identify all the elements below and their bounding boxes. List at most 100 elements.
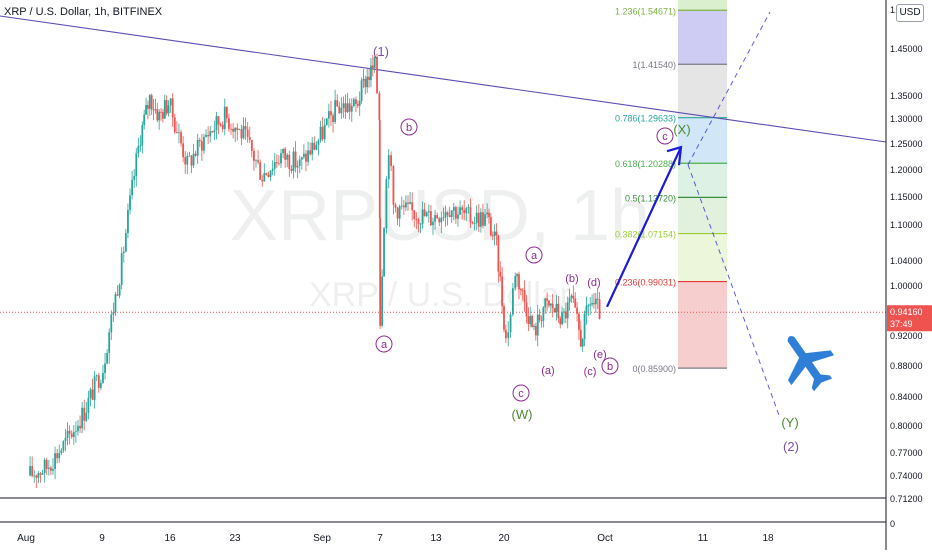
candle	[52, 457, 54, 475]
candle-body	[411, 202, 414, 211]
plot-area[interactable]	[0, 0, 886, 522]
candle	[62, 440, 65, 453]
wave-label-1[interactable]: (1)	[373, 44, 389, 59]
wave-label-b2[interactable]: b	[601, 357, 619, 375]
candle-body	[364, 78, 367, 88]
candle	[54, 446, 56, 480]
candle-body	[396, 207, 399, 219]
candle-body	[255, 160, 257, 162]
candle	[465, 206, 468, 221]
candle	[271, 160, 274, 176]
candle	[158, 109, 161, 130]
candle	[467, 204, 470, 214]
candle-body	[448, 215, 451, 217]
symbol-title[interactable]: XRP / U.S. Dollar, 1h, BITFINEX	[4, 6, 163, 18]
candle	[302, 144, 305, 160]
candle-body	[97, 375, 100, 388]
candle	[366, 68, 369, 93]
candle	[576, 302, 578, 322]
wave-label-pb[interactable]: (b)	[565, 273, 578, 285]
candle-body	[302, 153, 305, 158]
candle-body	[392, 166, 395, 205]
wave-label-a2[interactable]: a	[525, 246, 543, 264]
wave-label-Y[interactable]: (Y)	[781, 415, 798, 430]
candle	[70, 430, 73, 439]
candle	[145, 97, 147, 115]
candle-body	[175, 132, 178, 133]
wave-label-pd[interactable]: (d)	[587, 277, 600, 289]
candle-body	[188, 155, 191, 157]
wave-label-X[interactable]: (X)	[673, 122, 690, 137]
wave-label-circle	[375, 335, 393, 353]
wave-label-c1[interactable]: c	[512, 384, 530, 402]
price-axis-label: 1.35000	[890, 91, 923, 101]
candle	[167, 100, 170, 117]
candle-body	[93, 376, 96, 400]
candle	[311, 136, 314, 161]
candle	[31, 456, 34, 478]
candle	[501, 267, 504, 314]
wave-label-pc[interactable]: (c)	[584, 366, 597, 378]
candle	[585, 296, 588, 325]
candle-body	[141, 125, 144, 146]
candle	[162, 108, 164, 123]
candle-body	[332, 115, 334, 123]
candle-body	[540, 320, 543, 321]
wave-label-c2[interactable]: c	[656, 127, 674, 145]
wave-label-W[interactable]: (W)	[512, 407, 533, 422]
price-axis[interactable]: 1.550001.450001.350001.300001.250001.200…	[885, 0, 923, 550]
candle-body	[286, 154, 289, 160]
wave-label-pa[interactable]: (a)	[541, 365, 554, 377]
candle	[591, 294, 593, 307]
fib-retracement[interactable]: 1.236(1.54671) 1(1.41540) 0.786(1.29633) 0.…	[615, 0, 727, 374]
candle	[400, 196, 403, 210]
last-price-badge[interactable]: 0.94160 37:49	[887, 305, 932, 332]
candle-body	[162, 112, 164, 119]
wave-label-pe[interactable]: (e)	[593, 349, 606, 361]
candle	[315, 141, 318, 151]
candle-body	[114, 294, 117, 313]
candle	[499, 261, 502, 282]
candle-body	[495, 231, 498, 236]
projection-path-alt[interactable]	[687, 11, 771, 165]
candle	[427, 204, 430, 223]
candle-body	[338, 106, 341, 114]
candle	[358, 91, 361, 116]
currency-badge[interactable]: USD	[896, 4, 924, 22]
candle	[215, 111, 218, 140]
candle	[72, 425, 75, 445]
candle	[332, 112, 334, 133]
candle-body	[186, 156, 189, 165]
candle-body	[163, 100, 166, 119]
wave-label-a1[interactable]: a	[375, 335, 393, 353]
candle-body	[521, 290, 524, 292]
candle	[91, 378, 94, 401]
time-axis[interactable]: Aug 9 16 23 Sep 7 13 20 Oct 11 18	[0, 521, 886, 544]
wave-label-circle	[512, 384, 530, 402]
candle-body	[379, 217, 382, 326]
candle-body	[469, 207, 472, 223]
candle-body	[200, 141, 203, 151]
candle	[263, 163, 266, 182]
wave-label-2[interactable]: (2)	[783, 439, 799, 454]
trendline[interactable]	[0, 15, 887, 143]
watermark: XRPUSD, 1h XRP / U.S. Dollar	[230, 176, 650, 314]
candle-body	[527, 316, 530, 325]
wave-label-b1[interactable]: b	[400, 118, 418, 136]
candle	[33, 470, 36, 483]
candle-body	[296, 165, 299, 168]
wave-label-text: a	[531, 250, 538, 262]
candle-body	[236, 127, 239, 130]
candle-body	[587, 305, 590, 307]
projection-arrow[interactable]	[606, 146, 682, 308]
candle	[527, 307, 530, 332]
candle	[471, 221, 474, 225]
candles[interactable]	[29, 53, 601, 489]
candle-body	[452, 207, 455, 211]
candle	[171, 93, 174, 127]
candle-body	[549, 303, 552, 306]
candle	[491, 231, 494, 241]
candle-body	[39, 473, 42, 475]
